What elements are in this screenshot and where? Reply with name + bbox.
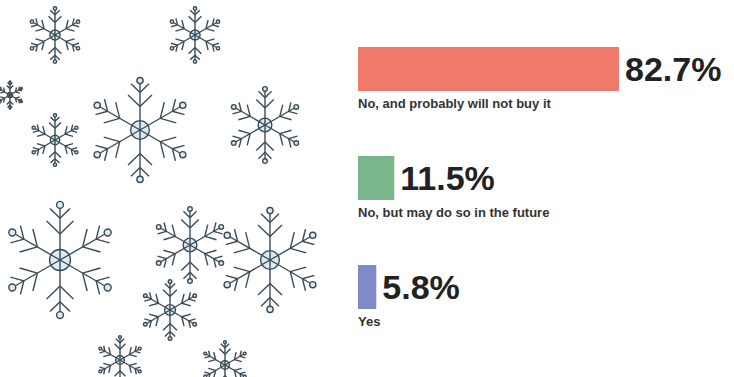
svg-text:No, but may do so in the futur: No, but may do so in the future xyxy=(358,205,549,220)
svg-text:5.8%: 5.8% xyxy=(382,268,460,306)
svg-text:11.5%: 11.5% xyxy=(400,159,495,197)
svg-text:No, and probably will not buy: No, and probably will not buy it xyxy=(358,96,552,111)
svg-text:82.7%: 82.7% xyxy=(625,50,721,88)
svg-text:Yes: Yes xyxy=(358,314,380,329)
